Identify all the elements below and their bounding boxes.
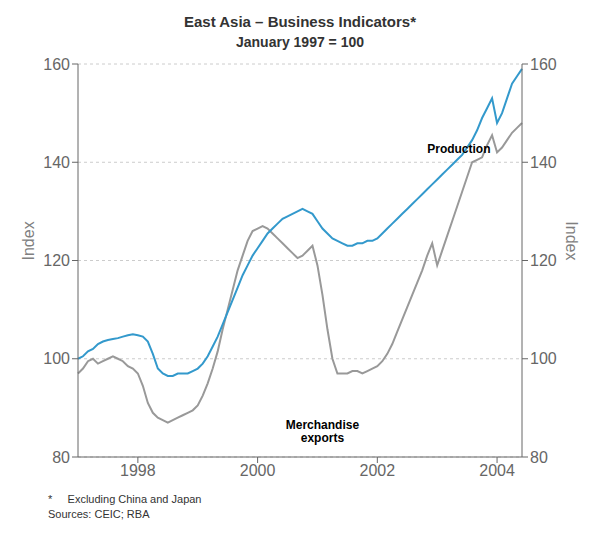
svg-text:1998: 1998 xyxy=(120,462,156,479)
svg-text:80: 80 xyxy=(52,449,70,466)
svg-text:Index: Index xyxy=(20,221,37,260)
svg-text:140: 140 xyxy=(43,154,70,171)
svg-text:160: 160 xyxy=(530,56,557,73)
svg-text:160: 160 xyxy=(43,56,70,73)
html-text:* Excluding China and Japan: * Excluding China and Japan xyxy=(48,493,202,505)
svg-text:140: 140 xyxy=(530,154,557,171)
svg-text:120: 120 xyxy=(530,252,557,269)
svg-text:Index: Index xyxy=(563,221,580,260)
html-text:January 1997 = 100: January 1997 = 100 xyxy=(236,34,364,50)
svg-text:2000: 2000 xyxy=(240,462,276,479)
html-text:Sources: CEIC; RBA: Sources: CEIC; RBA xyxy=(48,508,150,520)
svg-text:100: 100 xyxy=(530,350,557,367)
svg-text:2002: 2002 xyxy=(360,462,396,479)
svg-text:Merchandiseexports: Merchandiseexports xyxy=(286,418,360,445)
svg-text:2004: 2004 xyxy=(479,462,515,479)
svg-text:100: 100 xyxy=(43,350,70,367)
svg-text:80: 80 xyxy=(530,449,548,466)
svg-text:Production: Production xyxy=(427,142,490,156)
html-text:East Asia – Business Indicator: East Asia – Business Indicators* xyxy=(184,13,416,30)
svg-text:120: 120 xyxy=(43,252,70,269)
